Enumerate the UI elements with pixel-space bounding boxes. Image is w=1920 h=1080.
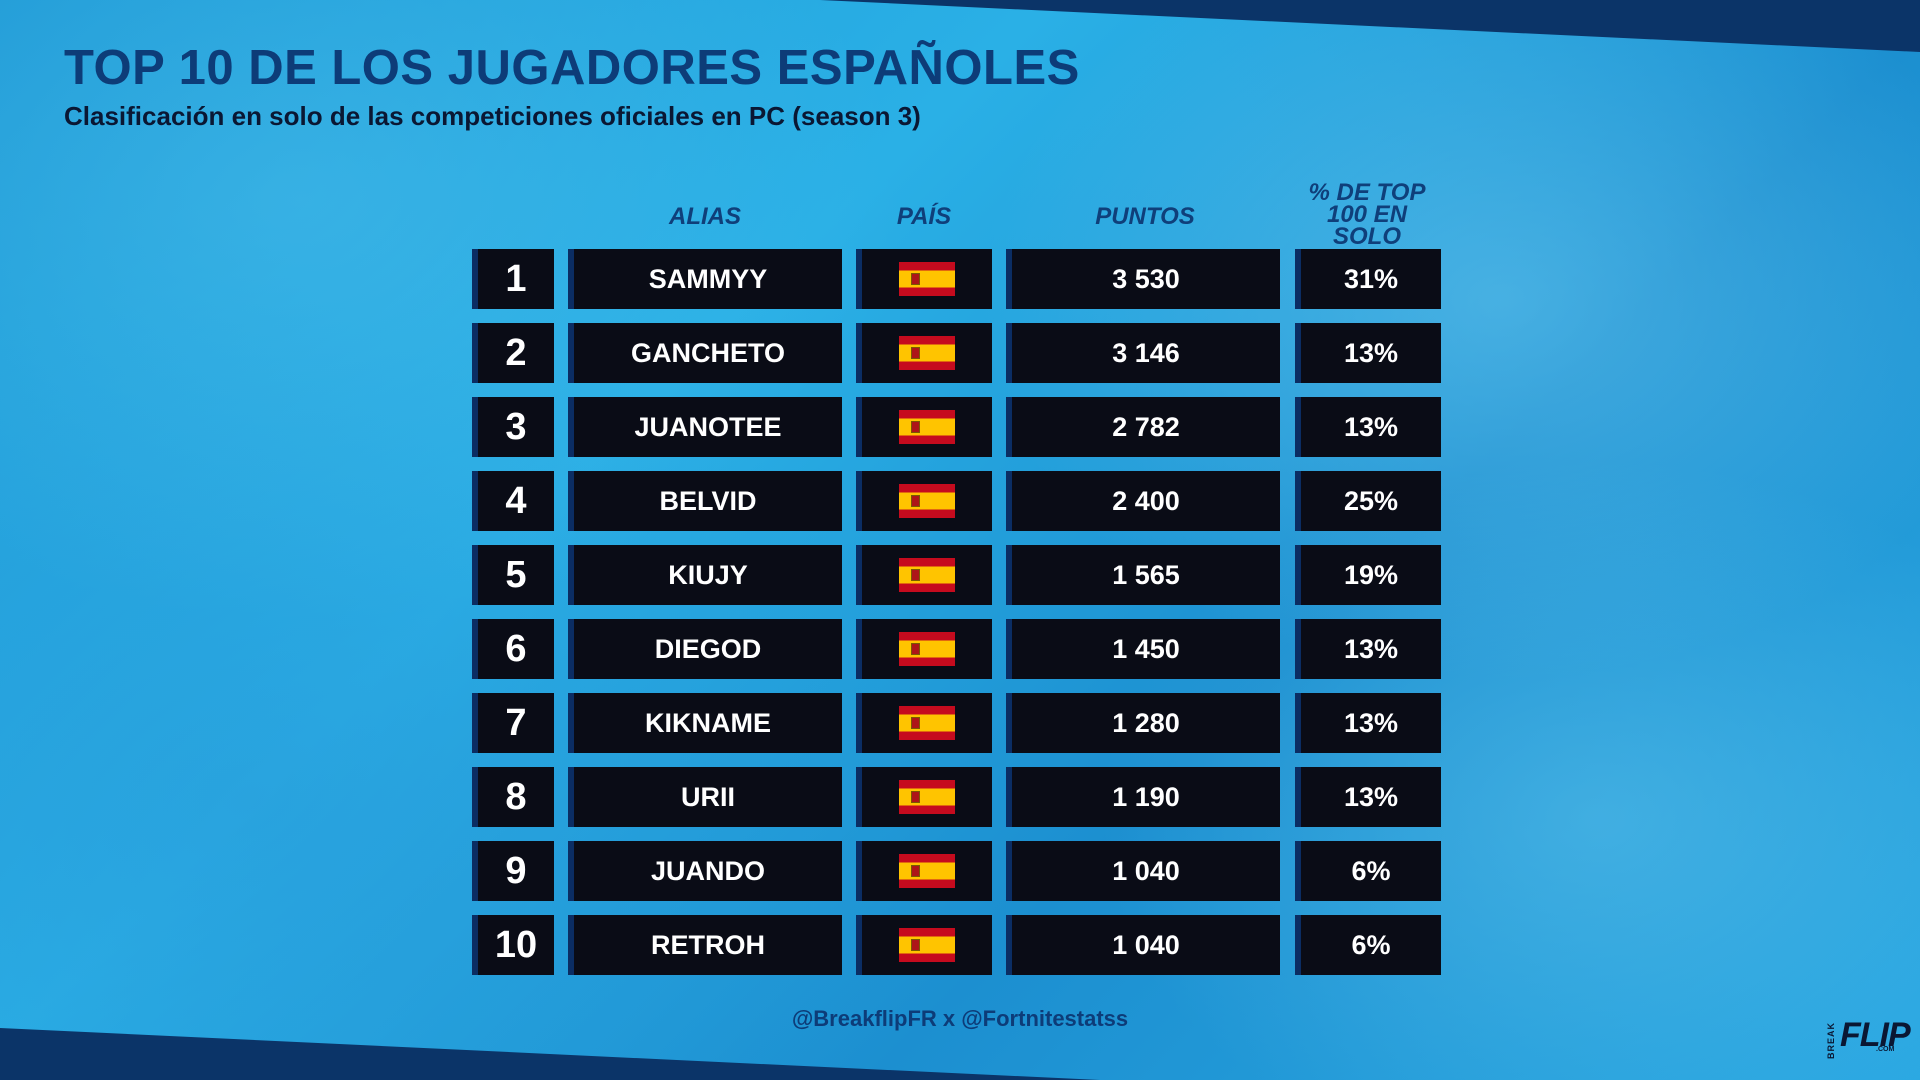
alias-cell: URII xyxy=(568,767,842,827)
pct-cell: 6% xyxy=(1295,841,1441,901)
table-row: 9 JUANDO 1 040 6% xyxy=(0,841,1920,901)
rank-cell: 10 xyxy=(472,915,554,975)
logo-main-text: FLIP xyxy=(1840,1016,1911,1054)
country-cell xyxy=(856,841,992,901)
pct-cell: 25% xyxy=(1295,471,1441,531)
points-cell: 1 190 xyxy=(1006,767,1280,827)
column-header-country: PAÍS xyxy=(896,203,952,230)
spain-flag-icon xyxy=(899,410,955,444)
pct-cell: 19% xyxy=(1295,545,1441,605)
country-cell xyxy=(856,619,992,679)
country-cell xyxy=(856,249,992,309)
breakflip-logo: BREAK FLIP .COM xyxy=(1826,1016,1911,1060)
pct-cell: 13% xyxy=(1295,323,1441,383)
spain-flag-icon xyxy=(899,706,955,740)
page-subtitle: Clasificación en solo de las competicion… xyxy=(64,101,921,131)
logo-suffix-text: .COM xyxy=(1876,1046,1895,1053)
rank-cell: 2 xyxy=(472,323,554,383)
country-cell xyxy=(856,693,992,753)
column-header-pct-line1: % DE TOP xyxy=(1308,179,1426,206)
alias-cell: DIEGOD xyxy=(568,619,842,679)
rank-cell: 1 xyxy=(472,249,554,309)
rank-cell: 6 xyxy=(472,619,554,679)
column-header-top100-pct: % DE TOP 100 EN SOLO xyxy=(1290,179,1444,250)
spain-flag-icon xyxy=(899,558,955,592)
points-cell: 1 280 xyxy=(1006,693,1280,753)
footer-credits: @BreakflipFR x @Fortnitestatss xyxy=(791,1006,1129,1031)
pct-cell: 13% xyxy=(1295,397,1441,457)
spain-flag-icon xyxy=(899,484,955,518)
points-cell: 3 530 xyxy=(1006,249,1280,309)
points-cell: 1 040 xyxy=(1006,841,1280,901)
spain-flag-icon xyxy=(899,632,955,666)
alias-cell: JUANOTEE xyxy=(568,397,842,457)
alias-cell: BELVID xyxy=(568,471,842,531)
pct-cell: 31% xyxy=(1295,249,1441,309)
country-cell xyxy=(856,397,992,457)
points-cell: 2 782 xyxy=(1006,397,1280,457)
table-row: 5 KIUJY 1 565 19% xyxy=(0,545,1920,605)
country-cell xyxy=(856,471,992,531)
page-title: TOP 10 DE LOS JUGADORES ESPAÑOLES xyxy=(64,41,1080,95)
spain-flag-icon xyxy=(899,928,955,962)
table-row: 1 SAMMYY 3 530 31% xyxy=(0,249,1920,309)
alias-cell: KIUJY xyxy=(568,545,842,605)
points-cell: 3 146 xyxy=(1006,323,1280,383)
alias-cell: SAMMYY xyxy=(568,249,842,309)
logo-side-text: BREAK xyxy=(1826,1022,1836,1060)
pct-cell: 13% xyxy=(1295,693,1441,753)
alias-cell: RETROH xyxy=(568,915,842,975)
table-row: 4 BELVID 2 400 25% xyxy=(0,471,1920,531)
column-header-pct-line2: 100 EN SOLO xyxy=(1326,201,1408,250)
column-header-alias: ALIAS xyxy=(669,203,741,230)
alias-cell: KIKNAME xyxy=(568,693,842,753)
spain-flag-icon xyxy=(899,336,955,370)
alias-cell: JUANDO xyxy=(568,841,842,901)
table-row: 3 JUANOTEE 2 782 13% xyxy=(0,397,1920,457)
pct-cell: 13% xyxy=(1295,767,1441,827)
points-cell: 1 450 xyxy=(1006,619,1280,679)
spain-flag-icon xyxy=(899,780,955,814)
rank-cell: 4 xyxy=(472,471,554,531)
country-cell xyxy=(856,767,992,827)
country-cell xyxy=(856,545,992,605)
rank-cell: 3 xyxy=(472,397,554,457)
table-row: 6 DIEGOD 1 450 13% xyxy=(0,619,1920,679)
table-row: 2 GANCHETO 3 146 13% xyxy=(0,323,1920,383)
pct-cell: 13% xyxy=(1295,619,1441,679)
spain-flag-icon xyxy=(899,854,955,888)
spain-flag-icon xyxy=(899,262,955,296)
table-row: 10 RETROH 1 040 6% xyxy=(0,915,1920,975)
pct-cell: 6% xyxy=(1295,915,1441,975)
table-row: 8 URII 1 190 13% xyxy=(0,767,1920,827)
rank-cell: 9 xyxy=(472,841,554,901)
rank-cell: 5 xyxy=(472,545,554,605)
points-cell: 1 040 xyxy=(1006,915,1280,975)
country-cell xyxy=(856,323,992,383)
table-row: 7 KIKNAME 1 280 13% xyxy=(0,693,1920,753)
points-cell: 2 400 xyxy=(1006,471,1280,531)
column-header-points: PUNTOS xyxy=(1095,203,1195,230)
country-cell xyxy=(856,915,992,975)
rank-cell: 8 xyxy=(472,767,554,827)
points-cell: 1 565 xyxy=(1006,545,1280,605)
rank-cell: 7 xyxy=(472,693,554,753)
alias-cell: GANCHETO xyxy=(568,323,842,383)
